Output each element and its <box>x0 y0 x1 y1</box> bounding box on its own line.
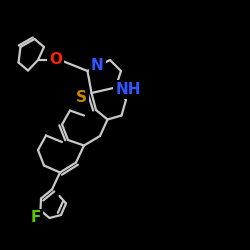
Text: NH: NH <box>115 82 141 97</box>
Text: O: O <box>49 52 62 68</box>
Text: N: N <box>91 58 104 73</box>
Text: S: S <box>76 90 87 106</box>
Text: F: F <box>30 210 41 226</box>
